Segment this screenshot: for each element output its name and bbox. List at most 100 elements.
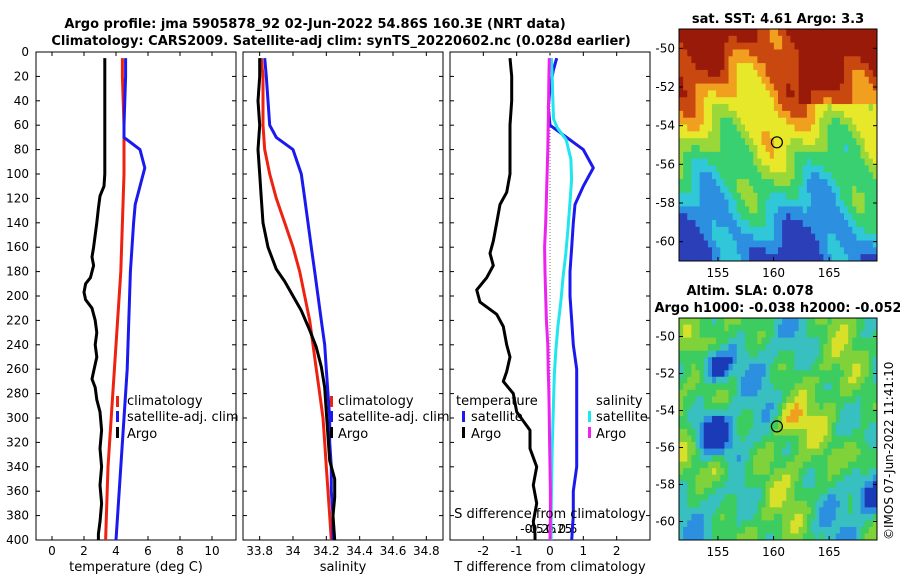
map-cell — [757, 429, 762, 436]
map-cell — [835, 247, 841, 255]
map-cell — [794, 179, 800, 187]
map-cell — [815, 429, 820, 436]
map-cell — [757, 337, 762, 345]
map-cell — [740, 337, 746, 345]
map-cell — [782, 145, 787, 153]
map-cell — [864, 206, 870, 214]
map-cell — [736, 461, 742, 469]
map-cell — [839, 337, 845, 345]
map-cell — [728, 376, 734, 384]
map-cell — [827, 402, 833, 410]
map-cell — [806, 138, 812, 146]
map-cell — [728, 461, 734, 469]
map-cell — [765, 254, 771, 262]
map-cell — [806, 344, 812, 352]
map-cell — [765, 383, 771, 391]
map-cell — [782, 56, 787, 64]
map-cell — [860, 500, 866, 508]
map-cell — [782, 131, 787, 139]
map-cell — [848, 117, 853, 125]
map-cell — [798, 49, 804, 57]
map-cell — [823, 520, 828, 528]
map-cell — [778, 206, 783, 214]
map-cell — [782, 363, 787, 371]
map-cell — [856, 500, 861, 508]
map-cell — [839, 42, 845, 50]
x-tick-label: 34.6 — [380, 544, 407, 558]
map-cell — [839, 350, 845, 358]
map-cell — [695, 110, 701, 119]
salinity-legend: climatology satellite-adj. clim Argo — [330, 394, 450, 442]
map-cell — [806, 233, 812, 241]
map-cell — [720, 206, 725, 214]
map-cell — [707, 383, 713, 391]
map-cell — [724, 331, 729, 338]
map-cell — [769, 376, 775, 384]
map-cell — [753, 247, 758, 255]
map-cell — [765, 331, 771, 338]
map-cell — [695, 344, 701, 352]
map-cell — [823, 165, 828, 173]
map-cell — [868, 247, 874, 255]
map-cell — [823, 376, 828, 384]
map-cell — [683, 533, 688, 541]
map-cell — [864, 533, 870, 541]
map-cell — [856, 383, 861, 391]
map-cell — [687, 63, 692, 71]
map-cell — [745, 402, 750, 410]
map-cell — [703, 396, 709, 404]
map-cell — [848, 42, 853, 50]
map-cell — [872, 363, 878, 371]
map-cell — [852, 409, 857, 417]
map-cell — [815, 422, 820, 430]
map-cell — [844, 331, 849, 338]
map-cell — [852, 363, 857, 371]
map-cell — [703, 226, 709, 235]
map-x-tick-label: 155 — [706, 266, 729, 280]
map-cell — [765, 376, 771, 384]
map-cell — [794, 370, 800, 378]
map-cell — [802, 247, 808, 255]
map-cell — [691, 455, 696, 463]
map-cell — [782, 226, 787, 235]
map-cell — [749, 487, 754, 495]
map-cell — [687, 324, 692, 332]
map-cell — [732, 383, 738, 391]
map-cell — [683, 117, 688, 125]
map-cell — [831, 56, 837, 64]
map-cell — [691, 104, 696, 112]
map-cell — [712, 533, 717, 541]
map-cell — [806, 69, 812, 78]
map-cell — [757, 104, 762, 112]
map-cell — [753, 344, 758, 352]
map-cell — [823, 474, 828, 482]
map-cell — [806, 494, 812, 502]
map-cell — [806, 35, 812, 44]
map-cell — [687, 520, 692, 528]
map-cell — [844, 507, 849, 515]
map-cell — [827, 233, 833, 241]
map-cell — [827, 370, 833, 378]
map-cell — [868, 318, 874, 325]
map-cell — [811, 435, 816, 443]
map-cell — [683, 124, 688, 132]
map-cell — [757, 138, 762, 146]
map-cell — [790, 131, 795, 139]
map-cell — [757, 324, 762, 332]
map-cell — [749, 104, 754, 112]
map-cell — [872, 63, 878, 71]
map-cell — [778, 90, 783, 98]
map-cell — [691, 145, 696, 153]
map-cell — [769, 455, 775, 463]
map-cell — [852, 402, 857, 410]
map-cell — [736, 35, 742, 44]
map-cell — [707, 507, 713, 515]
map-cell — [679, 474, 684, 482]
map-cell — [856, 29, 861, 37]
depth-tick-label: 140 — [6, 216, 29, 230]
map-cell — [835, 357, 841, 365]
map-cell — [827, 131, 833, 139]
map-cell — [860, 474, 866, 482]
map-cell — [695, 448, 701, 456]
map-cell — [860, 158, 866, 166]
